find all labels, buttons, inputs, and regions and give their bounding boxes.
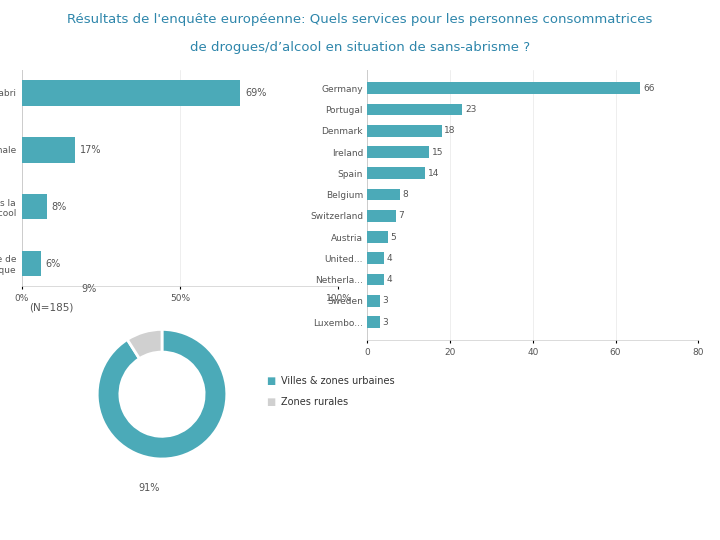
Text: 5: 5	[390, 233, 396, 241]
Bar	[367, 189, 400, 200]
Bar	[367, 231, 388, 243]
Wedge shape	[127, 329, 162, 359]
Text: 66: 66	[643, 84, 654, 93]
Text: 3: 3	[382, 296, 388, 305]
Text: 17%: 17%	[80, 145, 102, 155]
Text: 14: 14	[428, 169, 439, 178]
Bar	[22, 251, 40, 276]
Wedge shape	[97, 329, 227, 459]
Bar	[22, 137, 76, 163]
Text: 9%: 9%	[81, 284, 96, 294]
Bar	[367, 253, 384, 264]
Text: 3: 3	[382, 318, 388, 327]
Bar	[367, 274, 384, 286]
Text: ■: ■	[266, 397, 276, 407]
Text: ■: ■	[266, 376, 276, 386]
Bar	[22, 194, 47, 219]
Bar	[367, 210, 396, 221]
Text: 15: 15	[432, 147, 444, 157]
Text: 6%: 6%	[45, 259, 60, 268]
Bar	[367, 146, 429, 158]
Text: 4: 4	[386, 254, 392, 263]
Text: Zones rurales: Zones rurales	[281, 397, 348, 407]
Text: 4: 4	[386, 275, 392, 284]
Text: de drogues/d’alcool en situation de sans-abrisme ?: de drogues/d’alcool en situation de sans…	[190, 40, 530, 53]
Text: 7: 7	[399, 211, 405, 220]
Text: 8%: 8%	[52, 201, 67, 212]
Text: Villes & zones urbaines: Villes & zones urbaines	[281, 376, 395, 386]
Bar	[367, 295, 379, 307]
Bar	[367, 83, 641, 94]
Text: (N=185): (N=185)	[29, 302, 73, 313]
Bar	[367, 104, 462, 116]
Text: 91%: 91%	[138, 483, 160, 493]
Bar	[367, 316, 379, 328]
Text: 8: 8	[402, 190, 408, 199]
Text: Résultats de l'enquête européenne: Quels services pour les personnes consommatri: Résultats de l'enquête européenne: Quels…	[67, 14, 653, 26]
Text: 18: 18	[444, 126, 456, 136]
Bar	[367, 167, 425, 179]
Text: 69%: 69%	[245, 88, 266, 98]
Text: 23: 23	[465, 105, 476, 114]
Bar	[367, 125, 441, 137]
Bar	[22, 80, 240, 106]
